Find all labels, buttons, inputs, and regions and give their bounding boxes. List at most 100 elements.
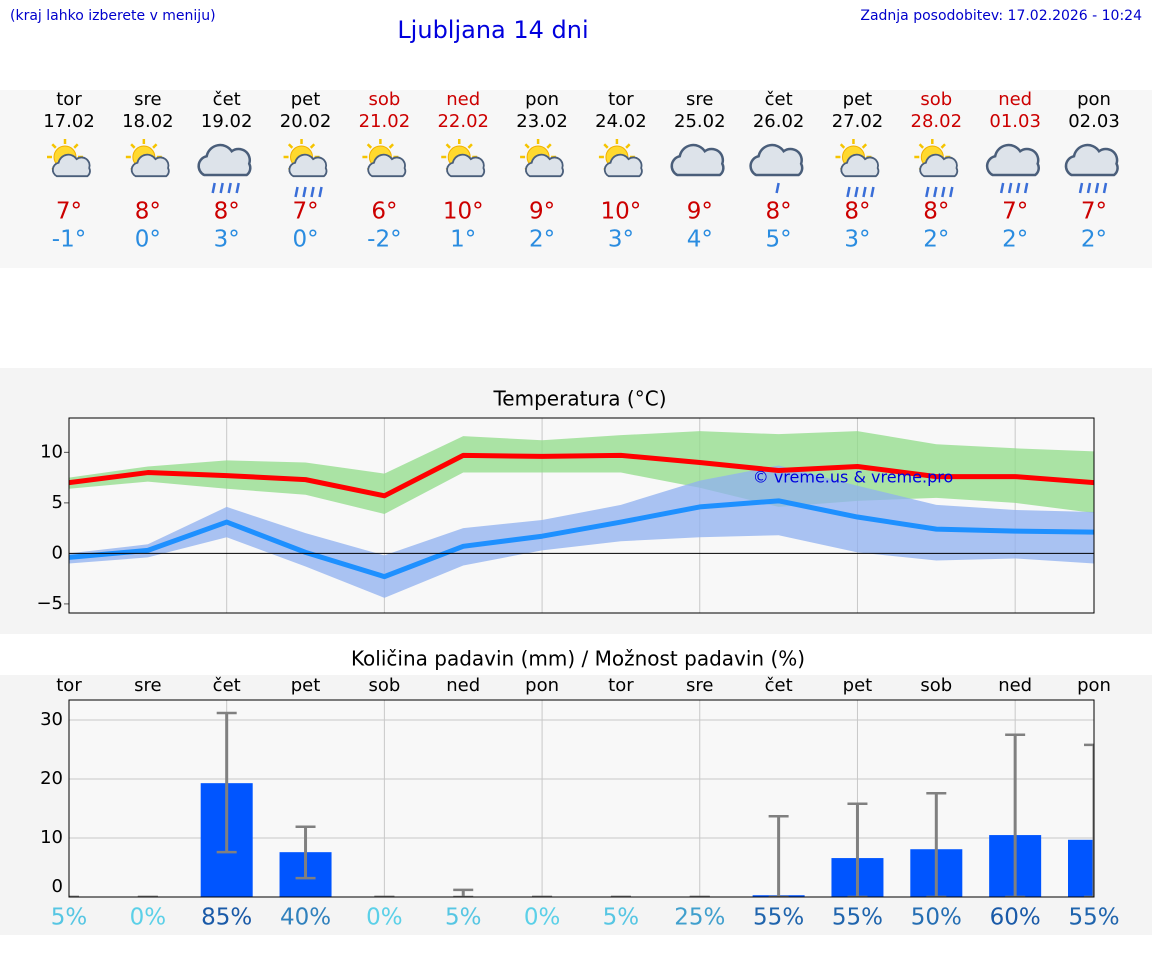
date: 02.03 — [1068, 111, 1120, 132]
weekday: pon — [1077, 89, 1111, 110]
cloud-shape — [197, 143, 252, 177]
weather-icon — [670, 143, 725, 177]
rain-drop — [294, 186, 299, 198]
page-title: Ljubljana 14 dni — [397, 16, 588, 44]
rain-drop — [949, 186, 954, 198]
x-tick-label: ned — [998, 675, 1032, 696]
date: 27.02 — [832, 111, 884, 132]
x-tick-label: čet — [765, 675, 793, 696]
cloud — [985, 143, 1040, 177]
max-temp: 8° — [135, 199, 161, 225]
rain-drop — [775, 182, 780, 194]
date: 20.02 — [280, 111, 332, 132]
sun-ray — [546, 143, 552, 149]
plot-border — [68, 699, 1095, 898]
min-temp: 3° — [844, 227, 870, 253]
error-bar — [1084, 743, 1094, 897]
forecast-panel — [0, 90, 1152, 268]
menu-note[interactable]: (kraj lahko izberete v meniju) — [10, 8, 216, 24]
rain-drop — [999, 182, 1005, 194]
max-temp: 9° — [687, 199, 713, 225]
date: 22.02 — [437, 111, 489, 132]
cloud-shape — [840, 153, 880, 178]
x-tick-label: sob — [368, 675, 400, 696]
x-tick-label: sre — [134, 675, 161, 696]
sun-ray — [625, 143, 631, 149]
min-temp: 3° — [214, 227, 240, 253]
chance-label: 0% — [524, 905, 561, 931]
rain-drop — [925, 186, 930, 198]
bar — [1068, 839, 1094, 897]
cloud-shape — [288, 153, 328, 178]
weekday: sob — [920, 89, 952, 110]
rain-drop — [862, 186, 867, 198]
cloud-shape — [603, 153, 643, 178]
x-tick-label: pet — [843, 675, 873, 696]
min-temp: 4° — [687, 227, 713, 253]
sun-ray — [524, 143, 530, 149]
error-bar — [295, 825, 316, 880]
cloud-shape — [749, 143, 804, 177]
sun-ray — [287, 143, 294, 149]
chance-label: 55% — [832, 905, 883, 931]
chance-label: 55% — [1068, 905, 1119, 931]
min-temp: 3° — [608, 227, 634, 253]
sun-ray — [388, 143, 394, 149]
y-tick-label: 10 — [40, 827, 63, 848]
chance-label: 0% — [366, 905, 403, 931]
max-temp: 8° — [844, 199, 870, 225]
rain-drop — [235, 182, 240, 194]
cloud — [446, 153, 486, 178]
max-temp: 10° — [601, 199, 642, 225]
annotation: © vreme.us & vreme.pro — [753, 468, 954, 487]
cloud — [1064, 143, 1119, 177]
chance-label: 85% — [201, 905, 252, 931]
cloud — [288, 153, 328, 178]
plot — [69, 418, 1094, 613]
chance-label: 50% — [911, 905, 962, 931]
cloud-shape — [919, 153, 959, 178]
date: 28.02 — [911, 111, 963, 132]
x-tick-label: tor — [608, 675, 634, 696]
sun-ray — [51, 143, 57, 149]
rain-drop — [1086, 182, 1092, 194]
min-temp: 2° — [529, 227, 555, 253]
x-tick-label: pon — [525, 675, 559, 696]
chance-label: 5% — [51, 905, 88, 931]
cloud-shape — [51, 153, 91, 178]
cloud-shape — [985, 143, 1040, 177]
rain-drop — [318, 186, 323, 198]
min-temp: 5° — [766, 227, 792, 253]
chance-label: 5% — [445, 905, 482, 931]
error-bar — [1005, 733, 1026, 897]
max-temp: 7° — [56, 199, 82, 225]
max-temp: 7° — [1081, 199, 1107, 225]
weekday: pon — [525, 89, 559, 110]
error-bar — [216, 711, 237, 854]
cloud — [919, 153, 959, 178]
weather-icon — [749, 143, 804, 194]
error-bar — [453, 888, 474, 897]
min-temp: 2° — [1002, 227, 1028, 253]
weekday: tor — [56, 89, 82, 110]
sun-ray — [918, 143, 924, 149]
sun-ray — [839, 143, 846, 149]
chance-label: 25% — [674, 905, 725, 931]
error-bar — [926, 791, 947, 897]
cloud — [670, 143, 725, 177]
sun-ray — [73, 143, 79, 149]
weekday: sre — [686, 89, 713, 110]
cloud — [130, 153, 170, 178]
sun-ray — [940, 143, 946, 149]
chance-label: 5% — [603, 905, 640, 931]
cloud — [367, 153, 407, 178]
cloud-shape — [1064, 143, 1119, 177]
sun-ray — [366, 143, 373, 149]
weekday: sre — [134, 89, 161, 110]
x-tick-label: sob — [920, 675, 952, 696]
line — [69, 498, 1094, 580]
rain-drop — [933, 186, 938, 198]
weather-icon — [1064, 143, 1119, 194]
min-temp: 1° — [450, 227, 476, 253]
x-tick-label: pet — [291, 675, 321, 696]
